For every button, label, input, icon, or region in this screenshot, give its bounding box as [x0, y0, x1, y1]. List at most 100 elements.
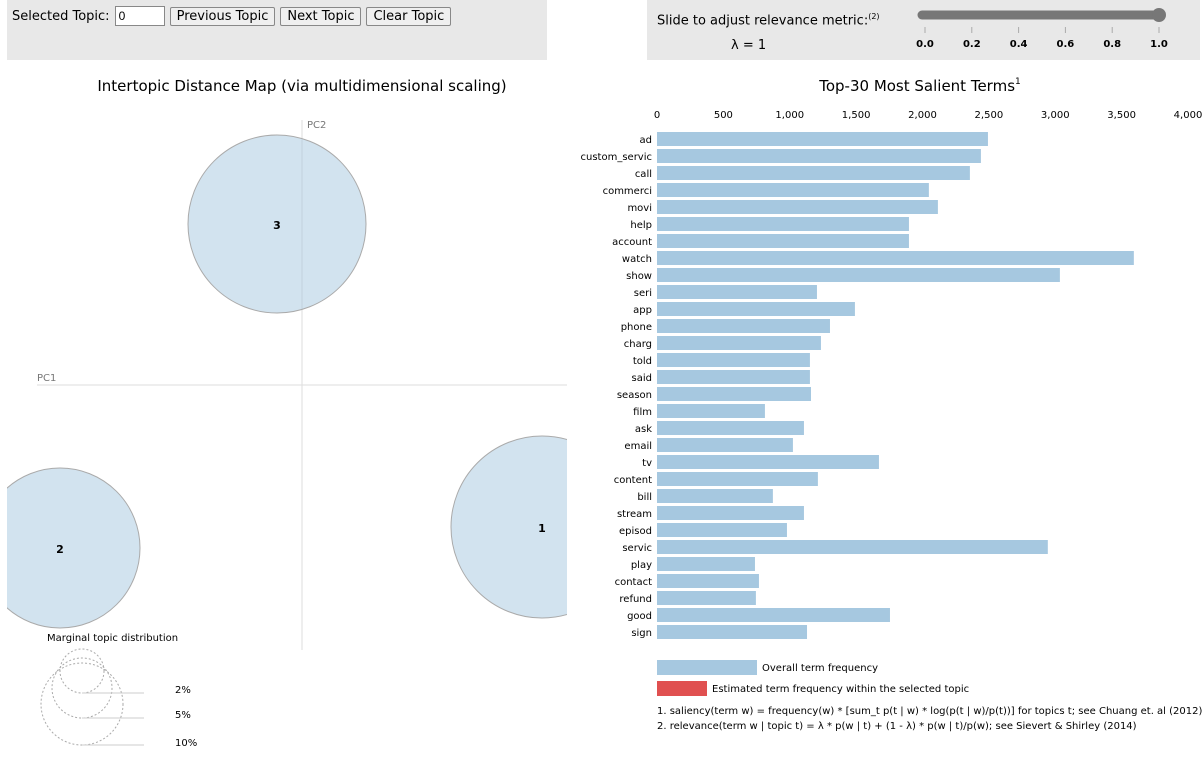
topic-circle-2[interactable] [0, 467, 141, 629]
bar-ad[interactable] [657, 132, 988, 146]
previous-topic-button[interactable]: Previous Topic [169, 6, 276, 26]
marginal-legend-title: Marginal topic distribution [47, 633, 178, 644]
slider-tick-label: 1.0 [1150, 39, 1168, 50]
slider-tick-label: 0.2 [963, 39, 981, 50]
bar-play[interactable] [657, 557, 755, 571]
x-tick-label: 2,500 [975, 110, 1004, 121]
term-label[interactable]: account [612, 237, 652, 248]
bar-bill[interactable] [657, 489, 773, 503]
term-label[interactable]: seri [634, 288, 652, 299]
x-tick-label: 1,000 [775, 110, 804, 121]
x-tick-label: 500 [714, 110, 733, 121]
bar-film[interactable] [657, 404, 765, 418]
legend-overall-label: Overall term frequency [762, 663, 878, 674]
legend-overall-swatch [657, 660, 757, 675]
slider-tick-label: 0.8 [1103, 39, 1121, 50]
term-label[interactable]: ask [635, 424, 652, 435]
selected-topic-label: Selected Topic: [12, 8, 110, 24]
term-label[interactable]: play [631, 560, 652, 571]
bar-servic[interactable] [657, 540, 1048, 554]
term-label[interactable]: servic [622, 543, 652, 554]
bar-told[interactable] [657, 353, 810, 367]
term-label[interactable]: sign [631, 628, 652, 639]
bar-email[interactable] [657, 438, 793, 452]
bar-watch[interactable] [657, 251, 1134, 265]
term-label[interactable]: refund [619, 594, 652, 605]
x-tick-label: 4,000 [1174, 110, 1203, 121]
term-label[interactable]: said [632, 373, 652, 384]
legend-label-2pct: 2% [175, 685, 191, 696]
footnote-saliency: 1. saliency(term w) = frequency(w) * [su… [657, 706, 1202, 717]
bar-movi[interactable] [657, 200, 938, 214]
bar-said[interactable] [657, 370, 810, 384]
pc2-label: PC2 [307, 120, 326, 131]
bar-show[interactable] [657, 268, 1060, 282]
term-label[interactable]: contact [615, 577, 653, 588]
bar-sign[interactable] [657, 625, 808, 639]
topic-circle-3[interactable] [187, 134, 367, 314]
selected-topic-input[interactable] [114, 6, 165, 26]
bar-stream[interactable] [657, 506, 804, 520]
bar-phone[interactable] [657, 319, 830, 333]
term-label[interactable]: email [624, 441, 652, 452]
term-label[interactable]: charg [624, 339, 652, 350]
term-label[interactable]: movi [627, 203, 652, 214]
bar-commerci[interactable] [657, 183, 929, 197]
term-label[interactable]: film [633, 407, 652, 418]
legend-label-5pct: 5% [175, 710, 191, 721]
legend-circle-5pct [51, 657, 113, 719]
term-label[interactable]: custom_servic [581, 152, 653, 163]
bar-call[interactable] [657, 166, 970, 180]
next-topic-button[interactable]: Next Topic [280, 6, 362, 26]
term-label[interactable]: good [627, 611, 652, 622]
bar-tv[interactable] [657, 455, 879, 469]
bar-episod[interactable] [657, 523, 787, 537]
relevance-panel: Slide to adjust relevance metric:(2) λ =… [647, 0, 1200, 60]
term-label[interactable]: told [633, 356, 652, 367]
bar-content[interactable] [657, 472, 818, 486]
lambda-value: λ = 1 [731, 38, 767, 53]
topic-controls-panel: Selected Topic: Previous Topic Next Topi… [7, 0, 547, 60]
bar-help[interactable] [657, 217, 909, 231]
slider-label-sup: (2) [868, 12, 880, 21]
map-title: Intertopic Distance Map (via multidimens… [97, 77, 506, 95]
slider-tick-label: 0.4 [1010, 39, 1028, 50]
relevance-slider-thumb[interactable] [1152, 8, 1166, 22]
term-label[interactable]: watch [622, 254, 652, 265]
topic-circle-1[interactable] [450, 435, 633, 619]
term-label[interactable]: call [635, 169, 652, 180]
bar-chart-title-sup: 1 [1015, 77, 1021, 87]
bar-charg[interactable] [657, 336, 821, 350]
footnote-relevance: 2. relevance(term w | topic t) = λ * p(w… [657, 721, 1137, 732]
term-label[interactable]: season [617, 390, 652, 401]
term-label[interactable]: commerci [603, 186, 652, 197]
slider-label: Slide to adjust relevance metric:(2) [657, 12, 880, 28]
bar-refund[interactable] [657, 591, 756, 605]
bar-chart-title-text: Top-30 Most Salient Terms [818, 77, 1015, 95]
term-label[interactable]: bill [637, 492, 652, 503]
bar-chart-title: Top-30 Most Salient Terms1 [818, 77, 1021, 95]
clear-topic-button[interactable]: Clear Topic [366, 6, 452, 26]
term-label[interactable]: show [626, 271, 652, 282]
bar-contact[interactable] [657, 574, 759, 588]
term-label[interactable]: ad [640, 135, 652, 146]
topic-label-2: 2 [56, 543, 64, 556]
bar-app[interactable] [657, 302, 855, 316]
term-label[interactable]: tv [642, 458, 652, 469]
x-tick-label: 1,500 [842, 110, 871, 121]
legend-topic-swatch [657, 681, 707, 696]
term-label[interactable]: content [614, 475, 652, 486]
term-label[interactable]: episod [619, 526, 652, 537]
bar-ask[interactable] [657, 421, 804, 435]
slider-label-text: Slide to adjust relevance metric: [657, 13, 869, 29]
x-tick-label: 0 [654, 110, 660, 121]
term-label[interactable]: app [633, 305, 652, 316]
bar-account[interactable] [657, 234, 909, 248]
term-label[interactable]: phone [621, 322, 652, 333]
term-label[interactable]: stream [617, 509, 652, 520]
bar-season[interactable] [657, 387, 811, 401]
bar-seri[interactable] [657, 285, 817, 299]
term-label[interactable]: help [630, 220, 652, 231]
bar-custom_servic[interactable] [657, 149, 981, 163]
bar-good[interactable] [657, 608, 890, 622]
